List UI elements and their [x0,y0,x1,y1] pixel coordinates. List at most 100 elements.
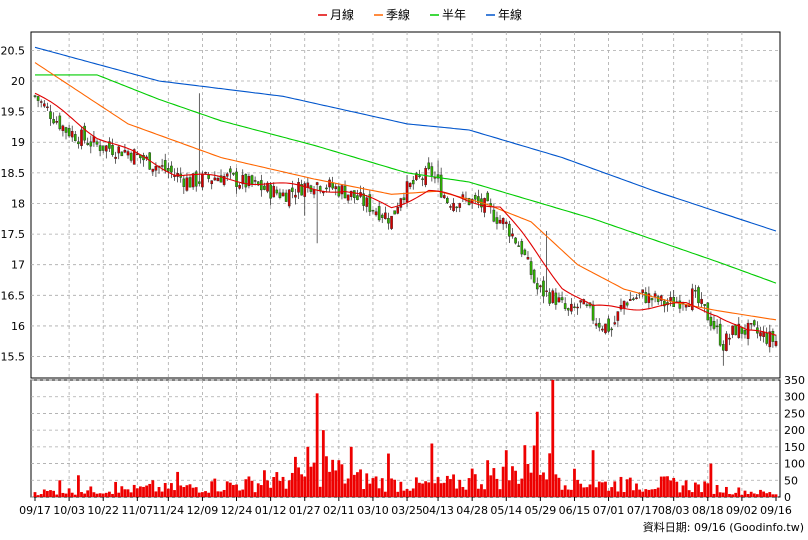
volume-bar [331,459,335,497]
volume-bar [607,490,610,497]
candle-body [737,323,741,338]
x-axis: 09/17 10/03 10/22 11/07 11/24 12/09 12/24 01/12… [19,497,792,517]
volume-bar [213,478,217,497]
candle-body [498,219,502,224]
candle [58,112,62,131]
candle [486,191,489,202]
volume-bar [157,487,161,497]
candle-body [520,241,524,255]
volume-bar [49,490,52,497]
candle-body [315,182,319,185]
volume-bar [325,456,328,497]
candle [120,151,124,157]
candle [455,206,458,213]
candle [129,151,133,163]
volume-bar [458,479,462,497]
candle [697,285,700,308]
volume-bar [560,489,564,497]
candle-body [473,194,477,200]
volume-bar [610,487,614,497]
volume-bar [495,478,499,497]
candle-body [759,332,762,337]
candle [170,161,173,179]
candle-body [659,295,663,301]
volume-bar [573,468,576,497]
candle [560,291,564,304]
candle [126,149,130,159]
candle-body [703,304,706,306]
volume-bar [439,483,443,497]
volume-bar [272,476,276,497]
volume-bar [160,491,164,497]
candle-body [49,111,52,119]
candle [529,257,533,280]
candle [582,298,586,305]
candle [225,172,229,181]
candle-body [303,183,307,197]
candle [628,292,632,301]
price-tick-label: 17 [11,259,25,272]
candle [424,165,427,188]
volume-bar [247,476,251,497]
candle-body [424,167,427,186]
candle-body [67,128,71,137]
candle-body [188,177,192,188]
candle-body [511,233,514,237]
volume-bar [98,493,102,497]
volume-bar [452,474,455,497]
candle-body [272,185,276,198]
x-tick-label: 08/03 [658,504,690,517]
candle [607,315,610,333]
candle [108,137,111,152]
volume-bar [356,472,359,497]
volume-bar [678,492,682,497]
volume-bar [464,489,468,497]
volume-bar [669,480,672,497]
volume-tick-label: 300 [784,391,805,404]
candle [573,303,576,309]
volume-bar [380,478,384,497]
candle [743,324,747,339]
candle [253,176,257,186]
volume-tick-label: 0 [784,491,791,504]
candle [771,328,775,348]
volume-bar [235,484,238,497]
volume-bar [281,476,285,497]
candle-body [415,173,418,180]
volume-bar [194,487,198,497]
volume-tick-label: 250 [784,407,805,420]
candle-body [539,285,542,288]
candle [368,190,372,216]
candle-body [297,181,300,193]
volume-bar [151,480,155,497]
candle-body [477,196,480,203]
price-panel: 20.5 20 19.5 19 18.5 18 17.5 17 16.5 16 15.5 [1,31,781,379]
volume-bar [507,480,511,497]
volume-bar [269,487,273,497]
candle-body [287,189,291,207]
candle-body [129,152,133,161]
volume-bar [473,474,477,497]
volume-bar [383,491,387,497]
price-tick-label: 18 [11,197,25,210]
candle [390,215,393,230]
candle [728,333,731,346]
volume-bar [455,488,459,497]
volume-bar [390,478,393,497]
volume-bar [613,481,617,497]
candle [718,318,722,347]
candle-body [43,103,46,107]
candle [442,192,446,199]
candle-body [232,172,235,175]
volume-bar [33,492,37,497]
candle [731,325,734,339]
candle-body [83,125,86,141]
candle-body [136,153,139,156]
volume-bar [721,492,725,497]
candle-body [114,156,117,159]
volume-bar [625,479,629,497]
candle [641,289,644,298]
candle [712,315,716,331]
volume-bar [374,476,378,497]
candle-body [523,249,527,255]
